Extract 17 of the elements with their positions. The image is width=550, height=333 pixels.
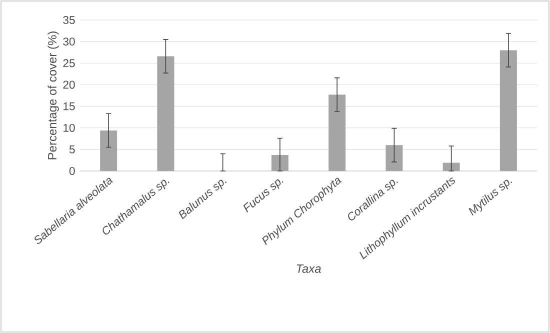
bar — [271, 155, 288, 171]
y-tick-label: 10 — [64, 124, 75, 132]
bar — [100, 130, 118, 171]
y-tick-label: 25 — [63, 59, 75, 68]
bar — [500, 50, 517, 171]
y-axis-title: Percentage of cover (%) — [48, 32, 59, 160]
y-tick-label: 5 — [69, 145, 75, 154]
y-tick-label: 35 — [63, 16, 75, 24]
bar — [386, 145, 403, 171]
bar — [442, 162, 460, 171]
y-tick-label: 20 — [63, 80, 75, 89]
bar — [157, 56, 174, 171]
x-axis-title: Taxa — [296, 264, 321, 273]
y-tick-label: 0 — [69, 167, 75, 176]
y-tick-label: 30 — [63, 38, 75, 46]
y-tick-label: 15 — [64, 102, 75, 110]
bar — [328, 94, 346, 171]
